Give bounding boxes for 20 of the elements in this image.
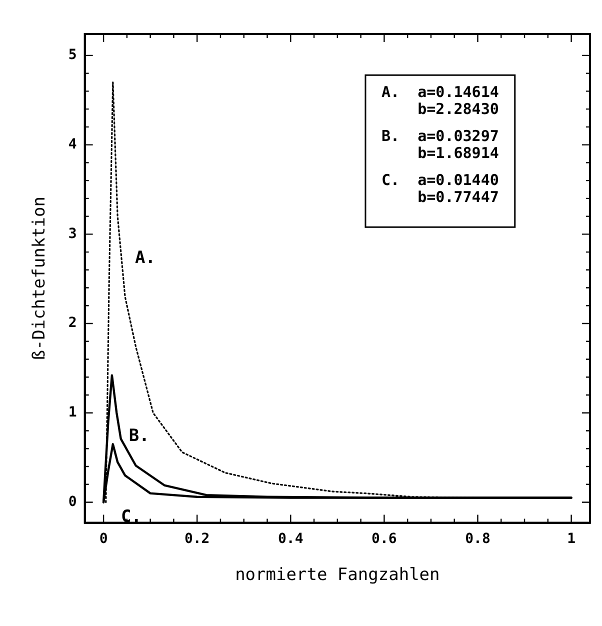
y-tick-label: 4	[68, 136, 77, 152]
series-label: C.	[121, 506, 142, 527]
x-tick-label: 0.6	[372, 530, 397, 547]
y-tick-label: 1	[68, 404, 77, 421]
x-tick-label: 0.4	[278, 530, 304, 547]
y-tick-label: 2	[68, 315, 77, 332]
annotation: B. a=0.03297 b=1.68914	[381, 126, 499, 162]
annotation: C. a=0.01440 b=0.77447	[381, 170, 499, 206]
annotation: A. a=0.14614 b=2.28430	[381, 82, 499, 118]
y-axis-title: ß-Dichtefunktion	[30, 196, 50, 360]
x-axis-title: normierte Fangzahlen	[235, 565, 440, 586]
x-tick-label: 1	[567, 530, 576, 547]
y-tick-label: 5	[68, 47, 77, 64]
y-tick-label: 3	[68, 226, 77, 242]
series-label: B.	[128, 426, 150, 446]
y-tick-label: 0	[68, 494, 77, 510]
series-label: A.	[135, 248, 156, 268]
x-tick-label: 0	[99, 530, 108, 547]
x-tick-label: 0.8	[465, 530, 490, 547]
x-tick-label: 0.2	[184, 530, 210, 547]
